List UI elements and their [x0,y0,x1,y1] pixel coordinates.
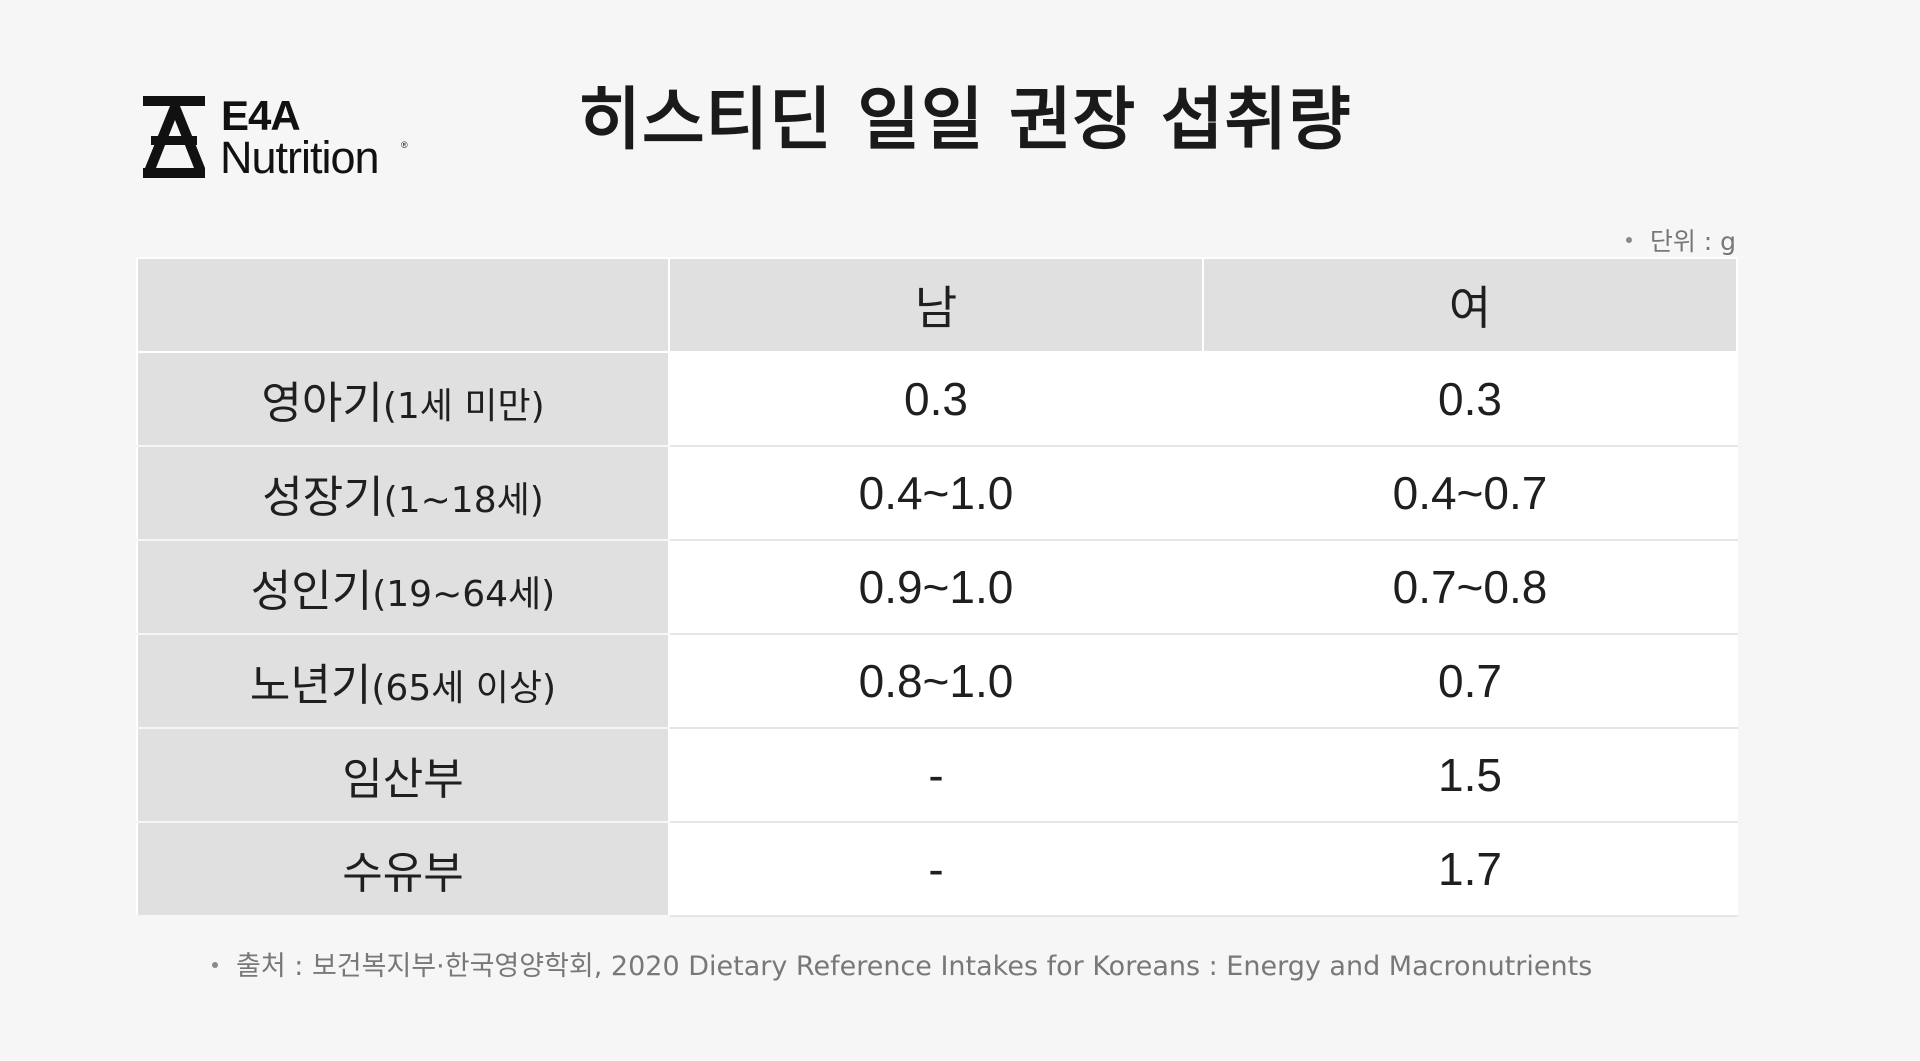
logo-registered-mark: ® [401,140,408,150]
female-value-cell: 0.7~0.8 [1202,539,1738,635]
table-row: 노년기(65세 이상) 0.8~1.0 0.7 [136,633,1738,729]
page-title: 히스티딘 일일 권장 섭취량 [578,81,1352,160]
male-value-cell: - [668,727,1204,823]
row-label: 영아기(1세 미만) [136,351,670,447]
bullet-icon [212,961,218,968]
logo-name-text: Nutrition [220,132,380,183]
row-label: 성장기(1~18세) [136,445,670,541]
table-corner-cell [136,257,670,353]
unit-note-text: 단위 : g [1649,227,1736,256]
female-value-cell: 1.7 [1202,821,1738,917]
male-value-cell: 0.9~1.0 [668,539,1204,635]
table-row: 임산부 - 1.5 [136,727,1738,823]
brand-logo: E4A Nutrition ® [143,92,413,182]
row-label-main: 노년기 [249,660,372,711]
column-header-female: 여 [1202,257,1738,353]
row-label-main: 수유부 [342,848,464,899]
row-label-sub: (19~64세) [372,574,556,615]
source-citation: 출처 : 보건복지부·한국영양학회, 2020 Dietary Referenc… [212,944,1592,983]
row-label-main: 영아기 [261,378,383,429]
male-value-cell: 0.8~1.0 [668,633,1204,729]
row-label-sub: (1세 미만) [382,386,545,427]
source-text: 출처 : 보건복지부·한국영양학회, 2020 Dietary Referenc… [236,951,1593,982]
male-value-cell: - [668,821,1204,917]
row-label: 성인기(19~64세) [136,539,670,635]
row-label: 임산부 [136,727,670,823]
table-row: 영아기(1세 미만) 0.3 0.3 [136,351,1738,447]
intake-table: 남 여 영아기(1세 미만) 0.3 0.3 성장기(1~18세) 0.4~1.… [136,257,1738,917]
row-label-sub: (1~18세) [383,480,544,521]
unit-note: 단위 : g [1625,222,1736,258]
logo-brand-text: E4A [221,92,301,139]
e4a-logo-icon [143,96,205,178]
female-value-cell: 0.3 [1202,351,1738,447]
male-value-cell: 0.4~1.0 [668,445,1204,541]
female-value-cell: 1.5 [1202,727,1738,823]
table-row: 성장기(1~18세) 0.4~1.0 0.4~0.7 [136,445,1738,541]
female-value-cell: 0.4~0.7 [1202,445,1738,541]
row-label-sub: (65세 이상) [371,668,557,709]
row-label-main: 성장기 [262,472,384,523]
table-header-row: 남 여 [136,257,1738,353]
table-row: 수유부 - 1.7 [136,821,1738,917]
column-header-male: 남 [668,257,1204,353]
row-label-main: 성인기 [250,566,373,617]
table-row: 성인기(19~64세) 0.9~1.0 0.7~0.8 [136,539,1738,635]
row-label: 노년기(65세 이상) [136,633,670,729]
male-value-cell: 0.3 [668,351,1204,447]
row-label-main: 임산부 [342,754,464,805]
female-value-cell: 0.7 [1202,633,1738,729]
row-label: 수유부 [136,821,670,917]
bullet-icon [1625,237,1632,243]
